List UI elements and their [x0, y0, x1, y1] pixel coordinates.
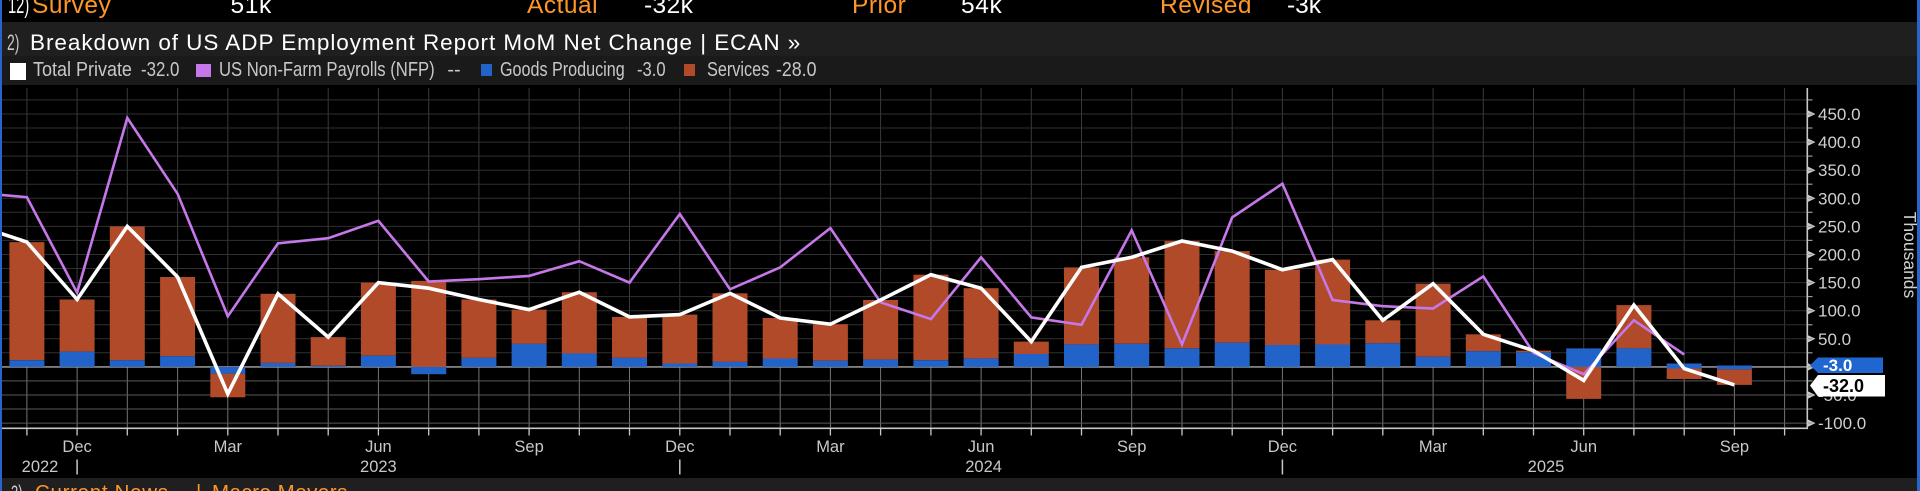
svg-text:Mar: Mar — [1419, 438, 1448, 456]
svg-text:350.0: 350.0 — [1818, 161, 1861, 180]
svg-text:2022: 2022 — [22, 458, 59, 476]
svg-text:Sep: Sep — [514, 438, 543, 456]
svg-text:250.0: 250.0 — [1818, 217, 1861, 236]
svg-text:Mar: Mar — [816, 438, 845, 456]
svg-text:Dec: Dec — [62, 438, 91, 456]
svg-text:Jun: Jun — [1570, 438, 1597, 456]
svg-text:50.0: 50.0 — [1818, 330, 1851, 349]
svg-text:Thousands: Thousands — [1900, 212, 1920, 299]
svg-text:150.0: 150.0 — [1818, 274, 1861, 293]
svg-text:Jun: Jun — [365, 438, 392, 456]
svg-text:2025: 2025 — [1528, 458, 1565, 476]
svg-text:-100.0: -100.0 — [1818, 414, 1866, 433]
svg-text:2024: 2024 — [965, 458, 1002, 476]
svg-text:200.0: 200.0 — [1818, 246, 1861, 265]
svg-text:Dec: Dec — [665, 438, 694, 456]
svg-text:Jun: Jun — [968, 438, 995, 456]
svg-text:100.0: 100.0 — [1818, 302, 1861, 321]
svg-text:Dec: Dec — [1268, 438, 1297, 456]
svg-text:-32.0: -32.0 — [1823, 376, 1864, 396]
svg-text:Sep: Sep — [1117, 438, 1146, 456]
svg-text:300.0: 300.0 — [1818, 189, 1861, 208]
svg-text:2023: 2023 — [360, 458, 397, 476]
svg-text:Sep: Sep — [1720, 438, 1749, 456]
svg-text:Mar: Mar — [214, 438, 243, 456]
svg-text:-3.0: -3.0 — [1823, 356, 1852, 375]
svg-text:400.0: 400.0 — [1818, 133, 1861, 152]
svg-text:450.0: 450.0 — [1818, 105, 1861, 124]
